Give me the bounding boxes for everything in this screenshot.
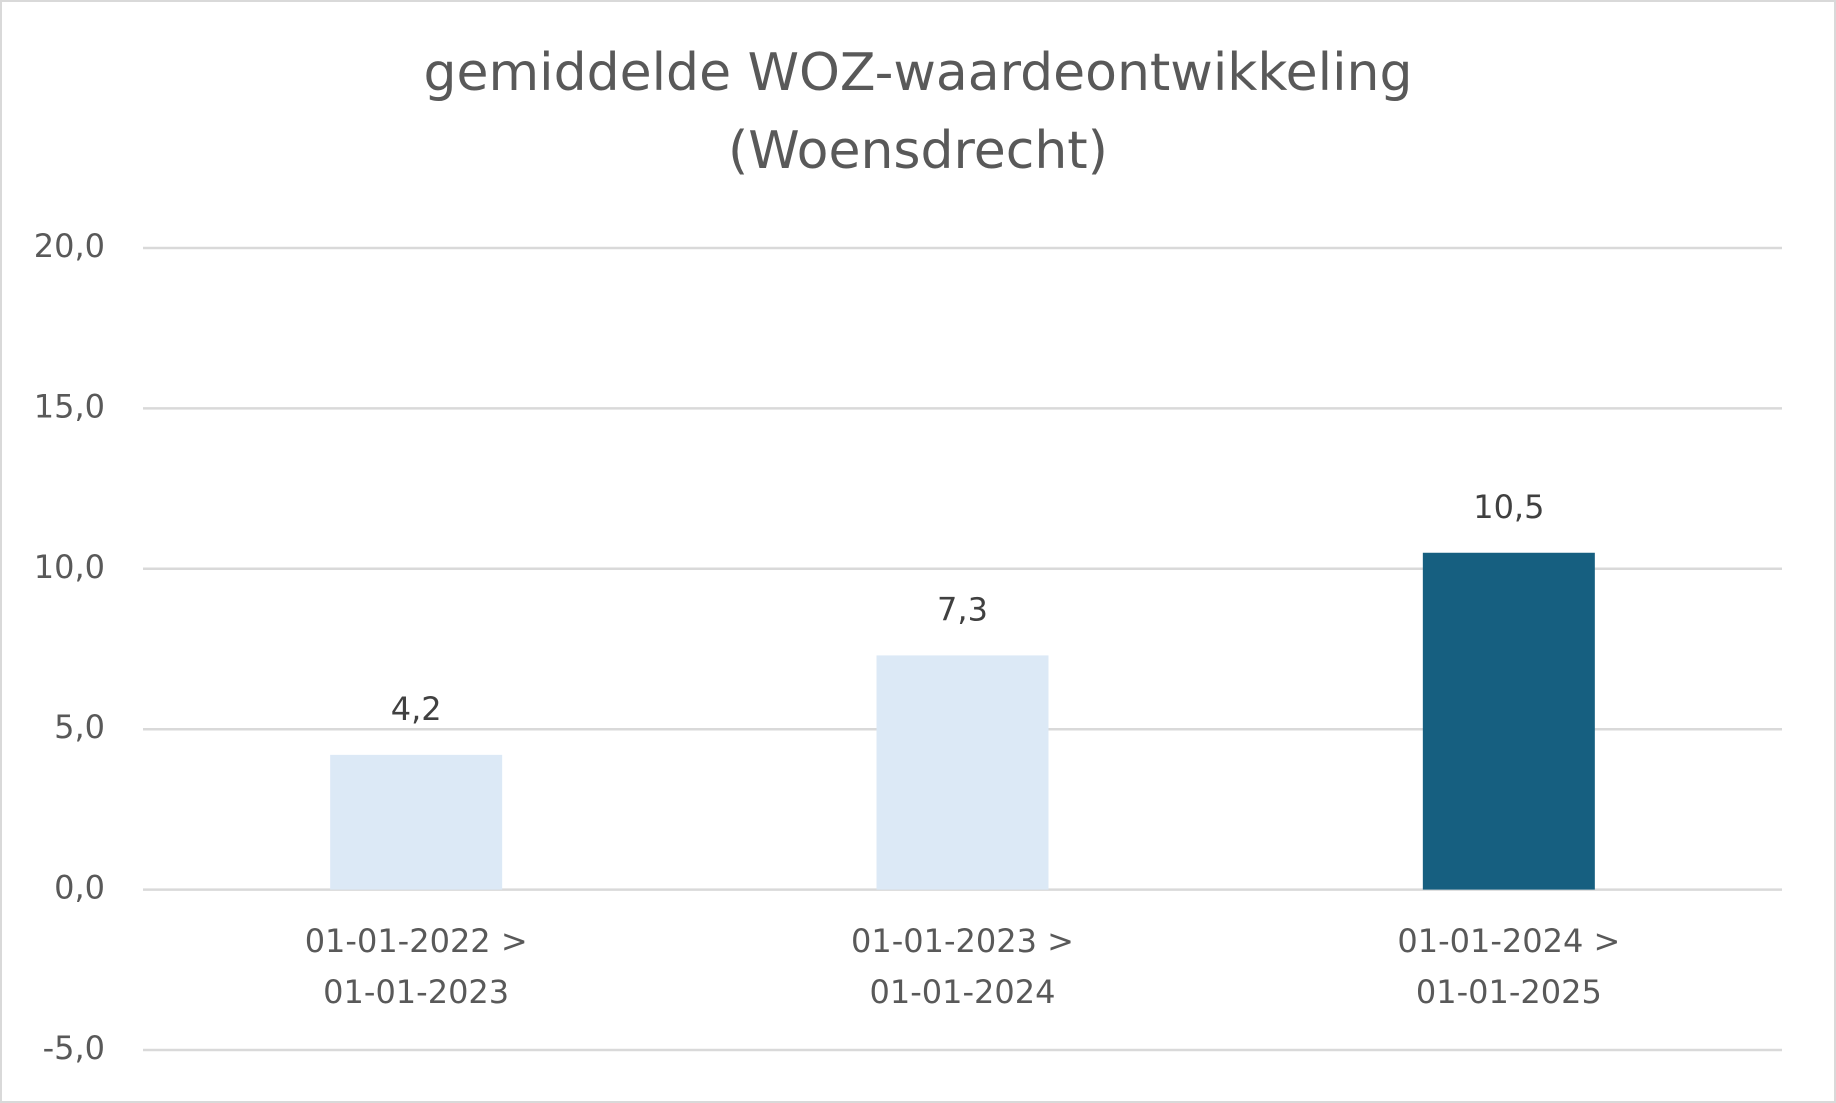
x-tick-label: 01-01-2025: [1416, 973, 1602, 1011]
data-label: 7,3: [937, 590, 988, 628]
x-tick-label: 01-01-2023 >: [851, 922, 1074, 960]
bar: [876, 655, 1049, 890]
y-tick-label: 10,0: [34, 548, 105, 586]
y-tick-label: 20,0: [34, 227, 105, 265]
y-tick-label: 5,0: [54, 708, 105, 746]
bar: [1422, 552, 1595, 890]
y-tick-label: -5,0: [43, 1029, 105, 1067]
x-tick-label: 01-01-2024 >: [1397, 922, 1620, 960]
bar: [330, 754, 503, 890]
data-label: 4,2: [391, 690, 442, 728]
chart-title: (Woensdrecht): [728, 121, 1108, 181]
data-label: 10,5: [1473, 488, 1544, 526]
y-tick-label: 15,0: [34, 387, 105, 425]
chart-title: gemiddelde WOZ-waardeontwikkeling: [424, 43, 1413, 103]
x-tick-label: 01-01-2022 >: [305, 922, 528, 960]
y-tick-label: 0,0: [54, 869, 105, 907]
x-tick-label: 01-01-2024: [870, 973, 1056, 1011]
x-tick-label: 01-01-2023: [323, 973, 509, 1011]
